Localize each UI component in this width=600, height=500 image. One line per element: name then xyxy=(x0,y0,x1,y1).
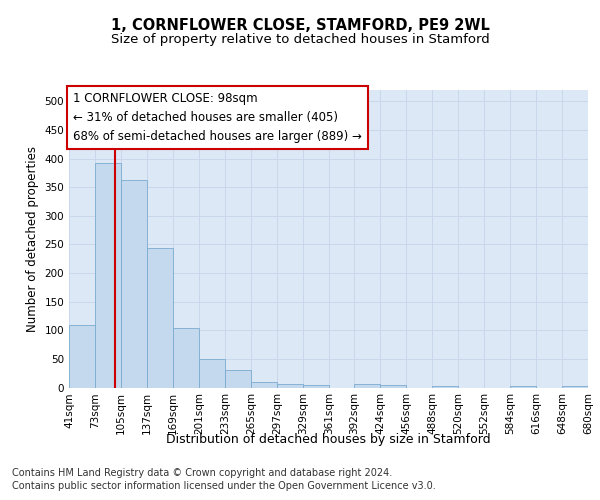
Bar xyxy=(69,324,95,388)
Bar xyxy=(277,384,303,388)
Text: Size of property relative to detached houses in Stamford: Size of property relative to detached ho… xyxy=(110,32,490,46)
Bar xyxy=(225,370,251,388)
Bar xyxy=(251,382,277,388)
Text: Distribution of detached houses by size in Stamford: Distribution of detached houses by size … xyxy=(166,432,491,446)
Text: Contains HM Land Registry data © Crown copyright and database right 2024.: Contains HM Land Registry data © Crown c… xyxy=(12,468,392,477)
Bar xyxy=(121,180,147,388)
Bar xyxy=(95,162,121,388)
Bar xyxy=(380,384,406,388)
Text: Contains public sector information licensed under the Open Government Licence v3: Contains public sector information licen… xyxy=(12,481,436,491)
Bar xyxy=(303,385,329,388)
Bar xyxy=(562,386,588,388)
Bar xyxy=(147,248,173,388)
Bar xyxy=(432,386,458,388)
Text: 1, CORNFLOWER CLOSE, STAMFORD, PE9 2WL: 1, CORNFLOWER CLOSE, STAMFORD, PE9 2WL xyxy=(110,18,490,32)
Bar xyxy=(354,384,380,388)
Bar xyxy=(510,386,536,388)
Bar xyxy=(199,359,225,388)
Y-axis label: Number of detached properties: Number of detached properties xyxy=(26,146,39,332)
Bar xyxy=(173,328,199,388)
Text: 1 CORNFLOWER CLOSE: 98sqm
← 31% of detached houses are smaller (405)
68% of semi: 1 CORNFLOWER CLOSE: 98sqm ← 31% of detac… xyxy=(73,92,362,144)
